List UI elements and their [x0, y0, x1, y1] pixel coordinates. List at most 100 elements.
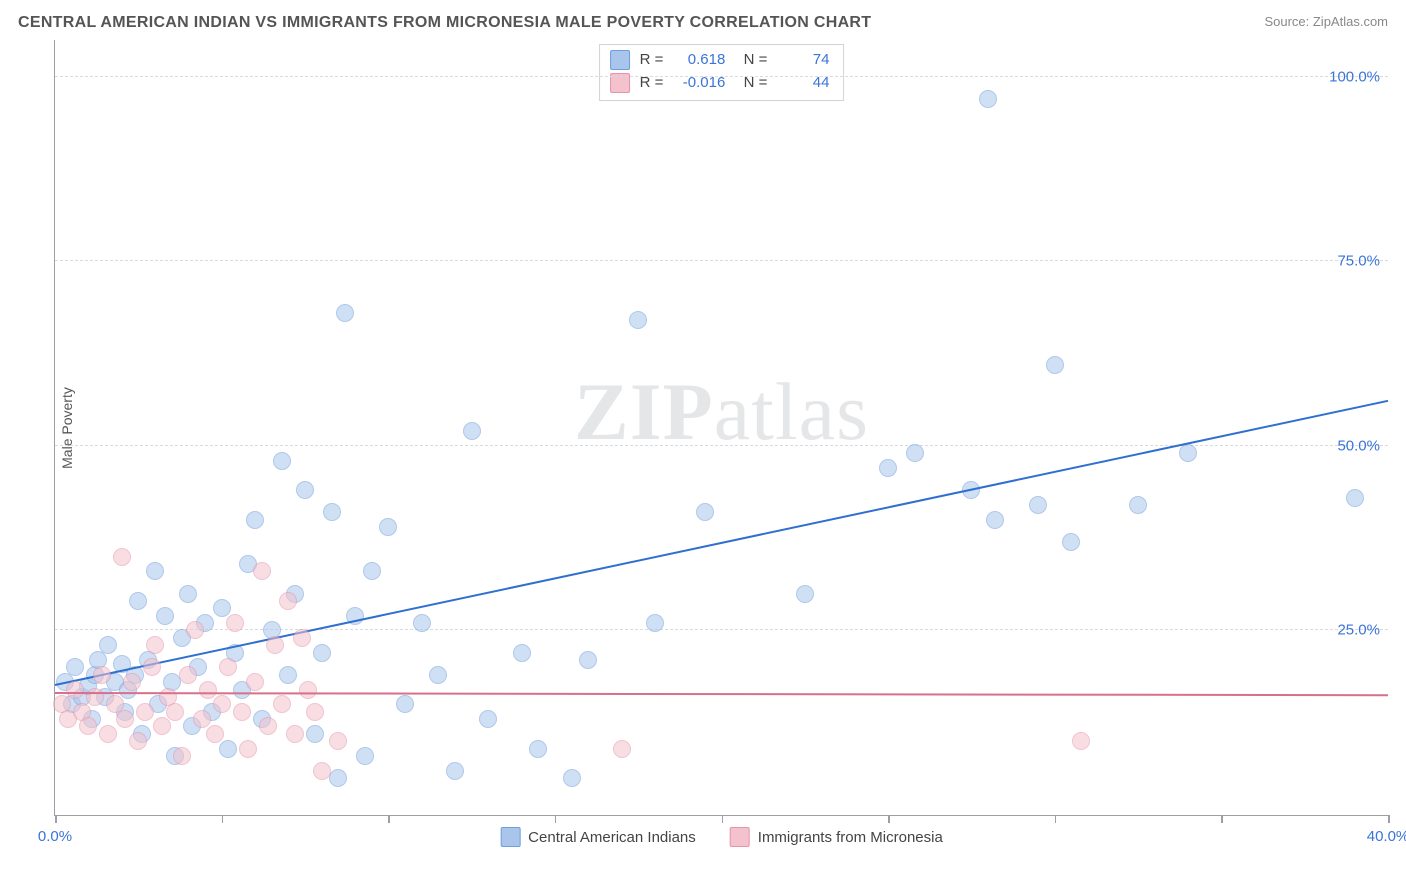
scatter-point — [1062, 533, 1080, 551]
scatter-point — [986, 511, 1004, 529]
scatter-point — [266, 636, 284, 654]
scatter-point — [306, 725, 324, 743]
scatter-point — [99, 636, 117, 654]
scatter-point — [279, 666, 297, 684]
gridline — [55, 260, 1388, 261]
x-tick — [555, 815, 557, 823]
scatter-point — [1129, 496, 1147, 514]
series2-n: 44 — [777, 72, 829, 95]
scatter-point — [239, 740, 257, 758]
scatter-point — [293, 629, 311, 647]
gridline — [55, 76, 1388, 77]
scatter-point — [173, 747, 191, 765]
scatter-point — [1046, 356, 1064, 374]
scatter-point — [99, 725, 117, 743]
scatter-point — [329, 732, 347, 750]
scatter-point — [186, 621, 204, 639]
scatter-point — [146, 636, 164, 654]
scatter-point — [613, 740, 631, 758]
scatter-point — [379, 518, 397, 536]
scatter-point — [233, 703, 251, 721]
scatter-point — [563, 769, 581, 787]
scatter-point — [1179, 444, 1197, 462]
scatter-point — [413, 614, 431, 632]
scatter-point — [979, 90, 997, 108]
scatter-point — [259, 717, 277, 735]
scatter-point — [313, 762, 331, 780]
scatter-point — [193, 710, 211, 728]
chart-header: CENTRAL AMERICAN INDIAN VS IMMIGRANTS FR… — [0, 0, 1406, 40]
scatter-point — [253, 562, 271, 580]
scatter-point — [206, 725, 224, 743]
scatter-point — [1346, 489, 1364, 507]
scatter-point — [906, 444, 924, 462]
legend-item-1: Central American Indians — [500, 827, 696, 847]
scatter-point — [79, 717, 97, 735]
x-tick — [722, 815, 724, 823]
legend-swatch-2 — [730, 827, 750, 847]
legend-label-2: Immigrants from Micronesia — [758, 829, 943, 846]
scatter-point — [579, 651, 597, 669]
scatter-point — [286, 725, 304, 743]
scatter-point — [123, 673, 141, 691]
scatter-point — [313, 644, 331, 662]
y-tick-label: 50.0% — [1337, 437, 1380, 454]
x-tick — [222, 815, 224, 823]
series1-n: 74 — [777, 49, 829, 72]
scatter-point — [299, 681, 317, 699]
source-attribution: Source: ZipAtlas.com — [1264, 14, 1388, 29]
scatter-point — [336, 304, 354, 322]
scatter-point — [696, 503, 714, 521]
scatter-point — [306, 703, 324, 721]
scatter-point — [129, 592, 147, 610]
scatter-point — [166, 703, 184, 721]
scatter-point — [796, 585, 814, 603]
scatter-point — [143, 658, 161, 676]
corr-row-2: R = -0.016 N = 44 — [610, 72, 830, 95]
scatter-point — [199, 681, 217, 699]
scatter-point — [179, 666, 197, 684]
x-tick-label: 40.0% — [1367, 828, 1406, 845]
scatter-point — [136, 703, 154, 721]
scatter-point — [513, 644, 531, 662]
scatter-point — [879, 459, 897, 477]
gridline — [55, 629, 1388, 630]
x-tick — [1055, 815, 1057, 823]
scatter-point — [396, 695, 414, 713]
scatter-point — [66, 681, 84, 699]
scatter-point — [86, 688, 104, 706]
scatter-point — [246, 673, 264, 691]
x-tick-label: 0.0% — [38, 828, 72, 845]
scatter-point — [93, 666, 111, 684]
scatter-point — [296, 481, 314, 499]
scatter-point — [646, 614, 664, 632]
scatter-point — [629, 311, 647, 329]
scatter-point — [1072, 732, 1090, 750]
scatter-point — [446, 762, 464, 780]
scatter-point — [363, 562, 381, 580]
scatter-point — [226, 614, 244, 632]
legend: Central American Indians Immigrants from… — [500, 827, 943, 847]
scatter-point — [279, 592, 297, 610]
scatter-plot: ZIPatlas R = 0.618 N = 74 R = -0.016 N =… — [54, 40, 1388, 816]
scatter-point — [153, 717, 171, 735]
scatter-point — [356, 747, 374, 765]
scatter-point — [273, 695, 291, 713]
regression-line — [55, 400, 1388, 686]
series1-swatch — [610, 50, 630, 70]
scatter-point — [479, 710, 497, 728]
corr-row-1: R = 0.618 N = 74 — [610, 49, 830, 72]
scatter-point — [323, 503, 341, 521]
x-tick — [55, 815, 57, 823]
scatter-point — [246, 511, 264, 529]
legend-swatch-1 — [500, 827, 520, 847]
chart-title: CENTRAL AMERICAN INDIAN VS IMMIGRANTS FR… — [18, 14, 871, 32]
scatter-point — [113, 548, 131, 566]
scatter-point — [213, 599, 231, 617]
scatter-point — [529, 740, 547, 758]
scatter-point — [129, 732, 147, 750]
y-tick-label: 75.0% — [1337, 253, 1380, 270]
scatter-point — [179, 585, 197, 603]
scatter-point — [273, 452, 291, 470]
scatter-point — [1029, 496, 1047, 514]
